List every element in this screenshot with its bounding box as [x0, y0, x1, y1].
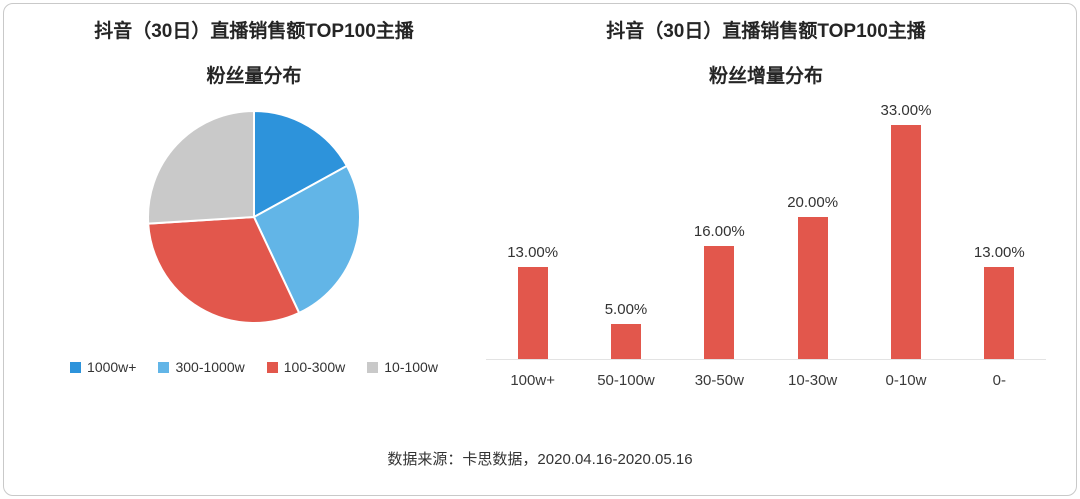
bar-value-label: 13.00% [507, 243, 559, 261]
bars-area: 13.00% 5.00% 16.00% 20.00% 33.00% 13.00% [486, 102, 1046, 359]
legend-item-100-300w: 100-300w [266, 359, 346, 375]
x-axis-tick-label: 100w+ [510, 372, 555, 389]
bar-column-0-10w: 33.00% [859, 102, 952, 359]
legend-swatch-icon [266, 361, 278, 373]
bar-value-label: 5.00% [604, 300, 648, 318]
bar-column-0-: 13.00% [953, 244, 1046, 359]
legend-label: 300-1000w [175, 359, 245, 375]
bar-chart-title: 抖音（30日）直播销售额TOP100主播 [606, 21, 926, 42]
bar-value-label: 16.00% [693, 222, 745, 240]
x-axis-tick-label: 10-30w [788, 372, 838, 389]
bar [890, 125, 921, 359]
bar-value-label: 33.00% [880, 102, 932, 120]
bar-column-50-100w: 5.00% [579, 301, 672, 359]
pie-chart-subtitle: 粉丝量分布 [206, 66, 302, 87]
bar-chart-panel: 抖音（30日）直播销售额TOP100主播 粉丝增量分布 13.00% 5.00% 1… [480, 22, 1052, 389]
legend-label: 1000w+ [87, 359, 137, 375]
legend-label: 100-300w [283, 359, 346, 375]
source-note: 数据来源：卡思数据，2020.04.16-2020.05.16 [387, 451, 693, 468]
pie-svg [147, 109, 361, 324]
bar [610, 323, 641, 359]
bar [517, 266, 548, 359]
pie-slice-100-300w [147, 215, 301, 324]
pie-chart-title: 抖音（30日）直播销售额TOP100主播 [94, 21, 414, 42]
bar-value-label: 20.00% [787, 194, 839, 212]
legend-item-10-100w: 10-100w [367, 359, 438, 375]
bar-value-label: 13.00% [973, 243, 1025, 261]
x-axis-tick-label: 50-100w [597, 372, 655, 389]
pie-slice-300-1000w [252, 164, 361, 315]
legend-item-300-1000w: 300-1000w [158, 359, 245, 375]
bar [984, 266, 1015, 359]
x-axis-tick-label: 30-50w [694, 372, 744, 389]
legend-swatch-icon [367, 361, 379, 373]
bar [704, 245, 735, 359]
charts-row: 抖音（30日）直播销售额TOP100主播 粉丝量分布 1000w+ 300-100… [28, 22, 1052, 389]
pie-slice-10-100w [147, 109, 255, 225]
pie-slice-1000w+ [253, 109, 349, 219]
legend-label: 10-100w [384, 359, 438, 375]
legend-item-1000w+: 1000w+ [70, 359, 136, 375]
bar-column-30-50w: 16.00% [673, 223, 766, 359]
legend-swatch-icon [70, 361, 82, 373]
x-axis-tick-label: 0- [992, 372, 1006, 389]
bar-column-10-30w: 20.00% [766, 194, 859, 359]
x-axis-line [486, 359, 1046, 360]
x-axis-labels: 100w+ 50-100w 30-50w 10-30w 0-10w 0- [486, 372, 1046, 389]
bar-column-100w+: 13.00% [486, 244, 579, 359]
pie-chart [145, 108, 363, 331]
pie-legend: 1000w+ 300-1000w 100-300w 10-100w [70, 359, 438, 375]
pie-chart-panel: 抖音（30日）直播销售额TOP100主播 粉丝量分布 1000w+ 300-100… [28, 22, 480, 389]
bar-chart-subtitle: 粉丝增量分布 [708, 66, 823, 87]
x-axis-tick-label: 0-10w [885, 372, 927, 389]
bar [797, 217, 828, 359]
legend-swatch-icon [158, 361, 170, 373]
bar-chart: 13.00% 5.00% 16.00% 20.00% 33.00% 13.00% 100w… [480, 102, 1052, 389]
